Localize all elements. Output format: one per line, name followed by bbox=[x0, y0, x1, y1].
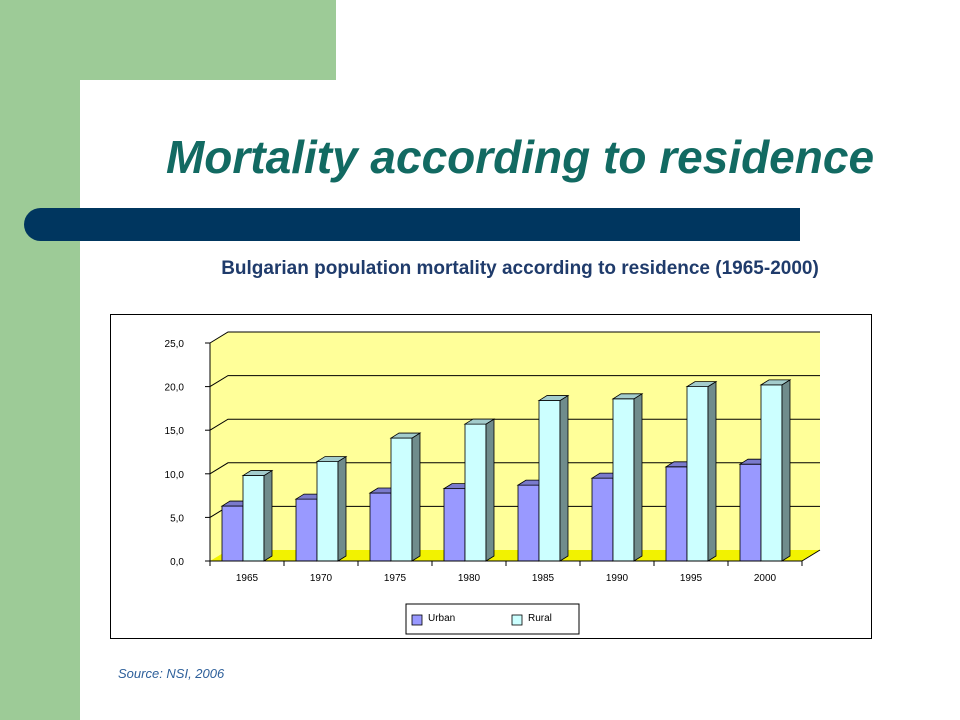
bars bbox=[220, 379, 792, 562]
bar-side bbox=[263, 469, 273, 562]
plot-side-wall bbox=[210, 332, 228, 561]
bar-top bbox=[685, 381, 718, 387]
x-tick-label: 1970 bbox=[310, 573, 333, 584]
axes: 0,0 5,0 10,0 15,0 20,0 25,0 1965 1970 1975 1980 19… bbox=[165, 339, 821, 584]
bar-front bbox=[295, 498, 318, 562]
bar-rural-2000 bbox=[759, 379, 792, 562]
bar-rural-1965 bbox=[241, 469, 274, 562]
bar-top bbox=[759, 379, 792, 386]
y-tick-label: 15,0 bbox=[165, 426, 185, 437]
bar-front bbox=[612, 398, 635, 562]
y-tick-label: 20,0 bbox=[165, 383, 185, 394]
bar-side bbox=[411, 432, 421, 562]
mortality-chart: 0,0 5,0 10,0 15,0 20,0 25,0 1965 1970 1975 1980 19… bbox=[110, 314, 872, 639]
bar-rural-1985 bbox=[537, 394, 570, 562]
bar-side bbox=[707, 380, 717, 562]
chart-subtitle: Bulgarian population mortality according… bbox=[221, 258, 819, 279]
bar-rural-1990 bbox=[611, 393, 644, 562]
title-rule-bar bbox=[24, 208, 800, 241]
y-tick-label: 10,0 bbox=[165, 470, 185, 481]
bar-side bbox=[559, 394, 569, 562]
bar-rural-1975 bbox=[389, 432, 422, 562]
legend-label-urban: Urban bbox=[428, 613, 455, 624]
y-tick-label: 25,0 bbox=[165, 339, 185, 350]
bar-rural-1970 bbox=[315, 455, 348, 562]
x-tick-label: 1990 bbox=[606, 573, 629, 584]
bar-front bbox=[665, 466, 688, 562]
bar-front bbox=[221, 505, 244, 562]
bar-front bbox=[390, 437, 413, 562]
bar-front bbox=[242, 475, 265, 562]
chart-container: 0,0 5,0 10,0 15,0 20,0 25,0 1965 1970 1975 1980 19… bbox=[110, 314, 872, 639]
bar-front bbox=[686, 386, 709, 562]
x-tick-label: 1995 bbox=[680, 573, 703, 584]
bar-side bbox=[337, 455, 347, 562]
gridline bbox=[209, 375, 820, 388]
legend-swatch-rural bbox=[511, 614, 523, 626]
bar-front bbox=[316, 461, 339, 562]
bar-front bbox=[591, 477, 614, 562]
legend-label-rural: Rural bbox=[528, 613, 552, 624]
x-tick-label: 1975 bbox=[384, 573, 407, 584]
gridline bbox=[209, 331, 820, 344]
bar-front bbox=[739, 463, 762, 562]
y-tick-label: 5,0 bbox=[170, 513, 184, 524]
y-tick-label: 0,0 bbox=[170, 557, 184, 568]
bar-front bbox=[443, 488, 466, 562]
slide-title: Mortality according to residence bbox=[165, 131, 875, 183]
x-tick-label: 1965 bbox=[236, 573, 259, 584]
legend: Urban Rural bbox=[405, 603, 580, 635]
source-note: Source: NSI, 2006 bbox=[118, 666, 225, 681]
x-tick-label: 1985 bbox=[532, 573, 555, 584]
bar-front bbox=[517, 484, 540, 562]
legend-swatch-urban bbox=[411, 614, 423, 626]
x-tick-label: 1980 bbox=[458, 573, 481, 584]
x-tick-label: 2000 bbox=[754, 573, 777, 584]
floor-edge bbox=[801, 549, 821, 562]
bar-top bbox=[611, 393, 644, 400]
bar-top bbox=[389, 432, 422, 439]
bar-side bbox=[633, 393, 643, 562]
bar-top bbox=[463, 418, 496, 425]
bar-top bbox=[537, 395, 570, 401]
bar-top bbox=[241, 470, 274, 476]
bar-rural-1980 bbox=[463, 418, 496, 562]
bar-side bbox=[485, 418, 495, 562]
bar-side bbox=[781, 379, 791, 562]
bar-rural-1995 bbox=[685, 380, 718, 562]
background-green-left bbox=[0, 0, 80, 720]
bar-front bbox=[760, 384, 783, 562]
legend-box bbox=[405, 603, 580, 635]
bar-front bbox=[369, 492, 392, 562]
background-green-top bbox=[0, 0, 336, 80]
bar-top bbox=[315, 456, 348, 462]
bar-front bbox=[538, 400, 561, 562]
bar-front bbox=[464, 423, 487, 562]
